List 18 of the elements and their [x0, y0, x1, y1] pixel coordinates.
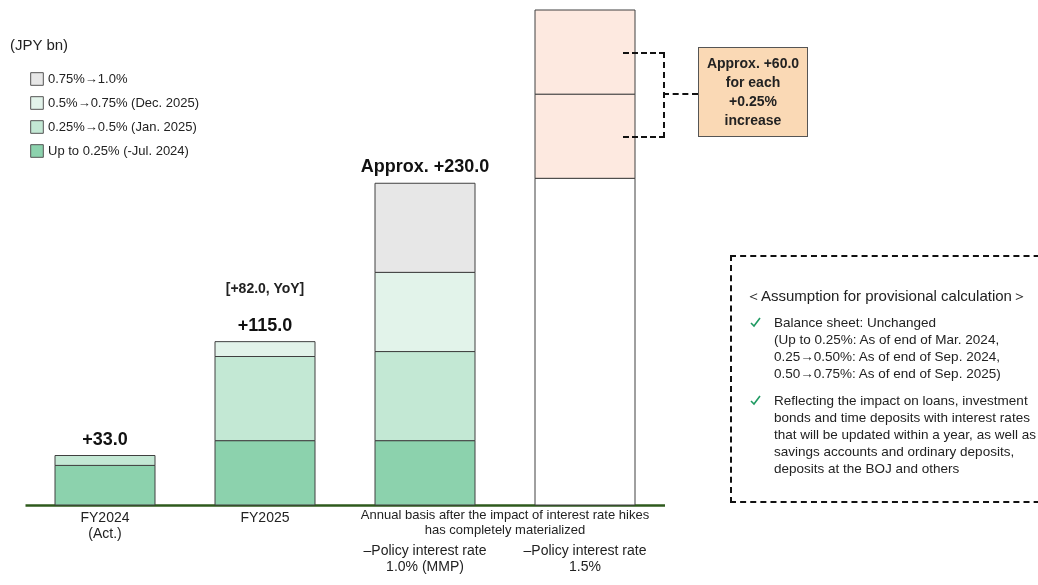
- legend-label: 0.5%→0.75% (Dec. 2025): [48, 95, 200, 110]
- annotation: [+82.0, YoY]: [224, 279, 306, 296]
- x-tick-label: –Policy interest rate 1.5%: [523, 541, 647, 574]
- text: Approx. +60.0 for each +0.25% increase: [698, 47, 808, 138]
- legend-label: 0.75%→1.0%: [48, 71, 128, 86]
- x-tick-label: FY2024 (Act.): [80, 508, 130, 541]
- legend-label: 0.25%→0.5% (Jan. 2025): [48, 119, 197, 134]
- annotation: Approx. +230.0: [360, 156, 490, 177]
- text: Reflecting the impact on loans, investment bonds and time deposits with interest rates that will be updated within a year, as well as savings accounts and ordinary deposits, deposits at the BOJ and others: [774, 393, 1036, 476]
- annotation: (JPY bn): [10, 36, 69, 53]
- annotation: +115.0: [237, 314, 293, 335]
- text: Annual basis after the impact of interest rate hikes has completely materialized: [359, 507, 651, 537]
- text: ＜Assumption for provisional calculation＞: [746, 287, 1028, 306]
- x-tick-label: FY2025: [240, 508, 290, 525]
- legend-label: Up to 0.25% (-Jul. 2024): [48, 143, 189, 158]
- x-tick-label: –Policy interest rate 1.0% (MMP): [363, 541, 487, 574]
- annotation: +33.0: [82, 428, 128, 449]
- text: Balance sheet: Unchanged (Up to 0.25%: As of end of Mar. 2024, 0.25→0.50%: As of end of Sep. 2024, 0.50→0.75%: As of end of Sep. 2025): [774, 315, 1001, 381]
